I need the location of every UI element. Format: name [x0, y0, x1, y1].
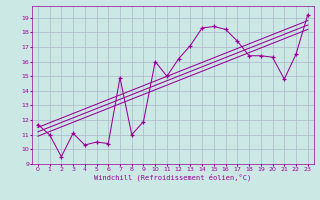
X-axis label: Windchill (Refroidissement éolien,°C): Windchill (Refroidissement éolien,°C): [94, 173, 252, 181]
